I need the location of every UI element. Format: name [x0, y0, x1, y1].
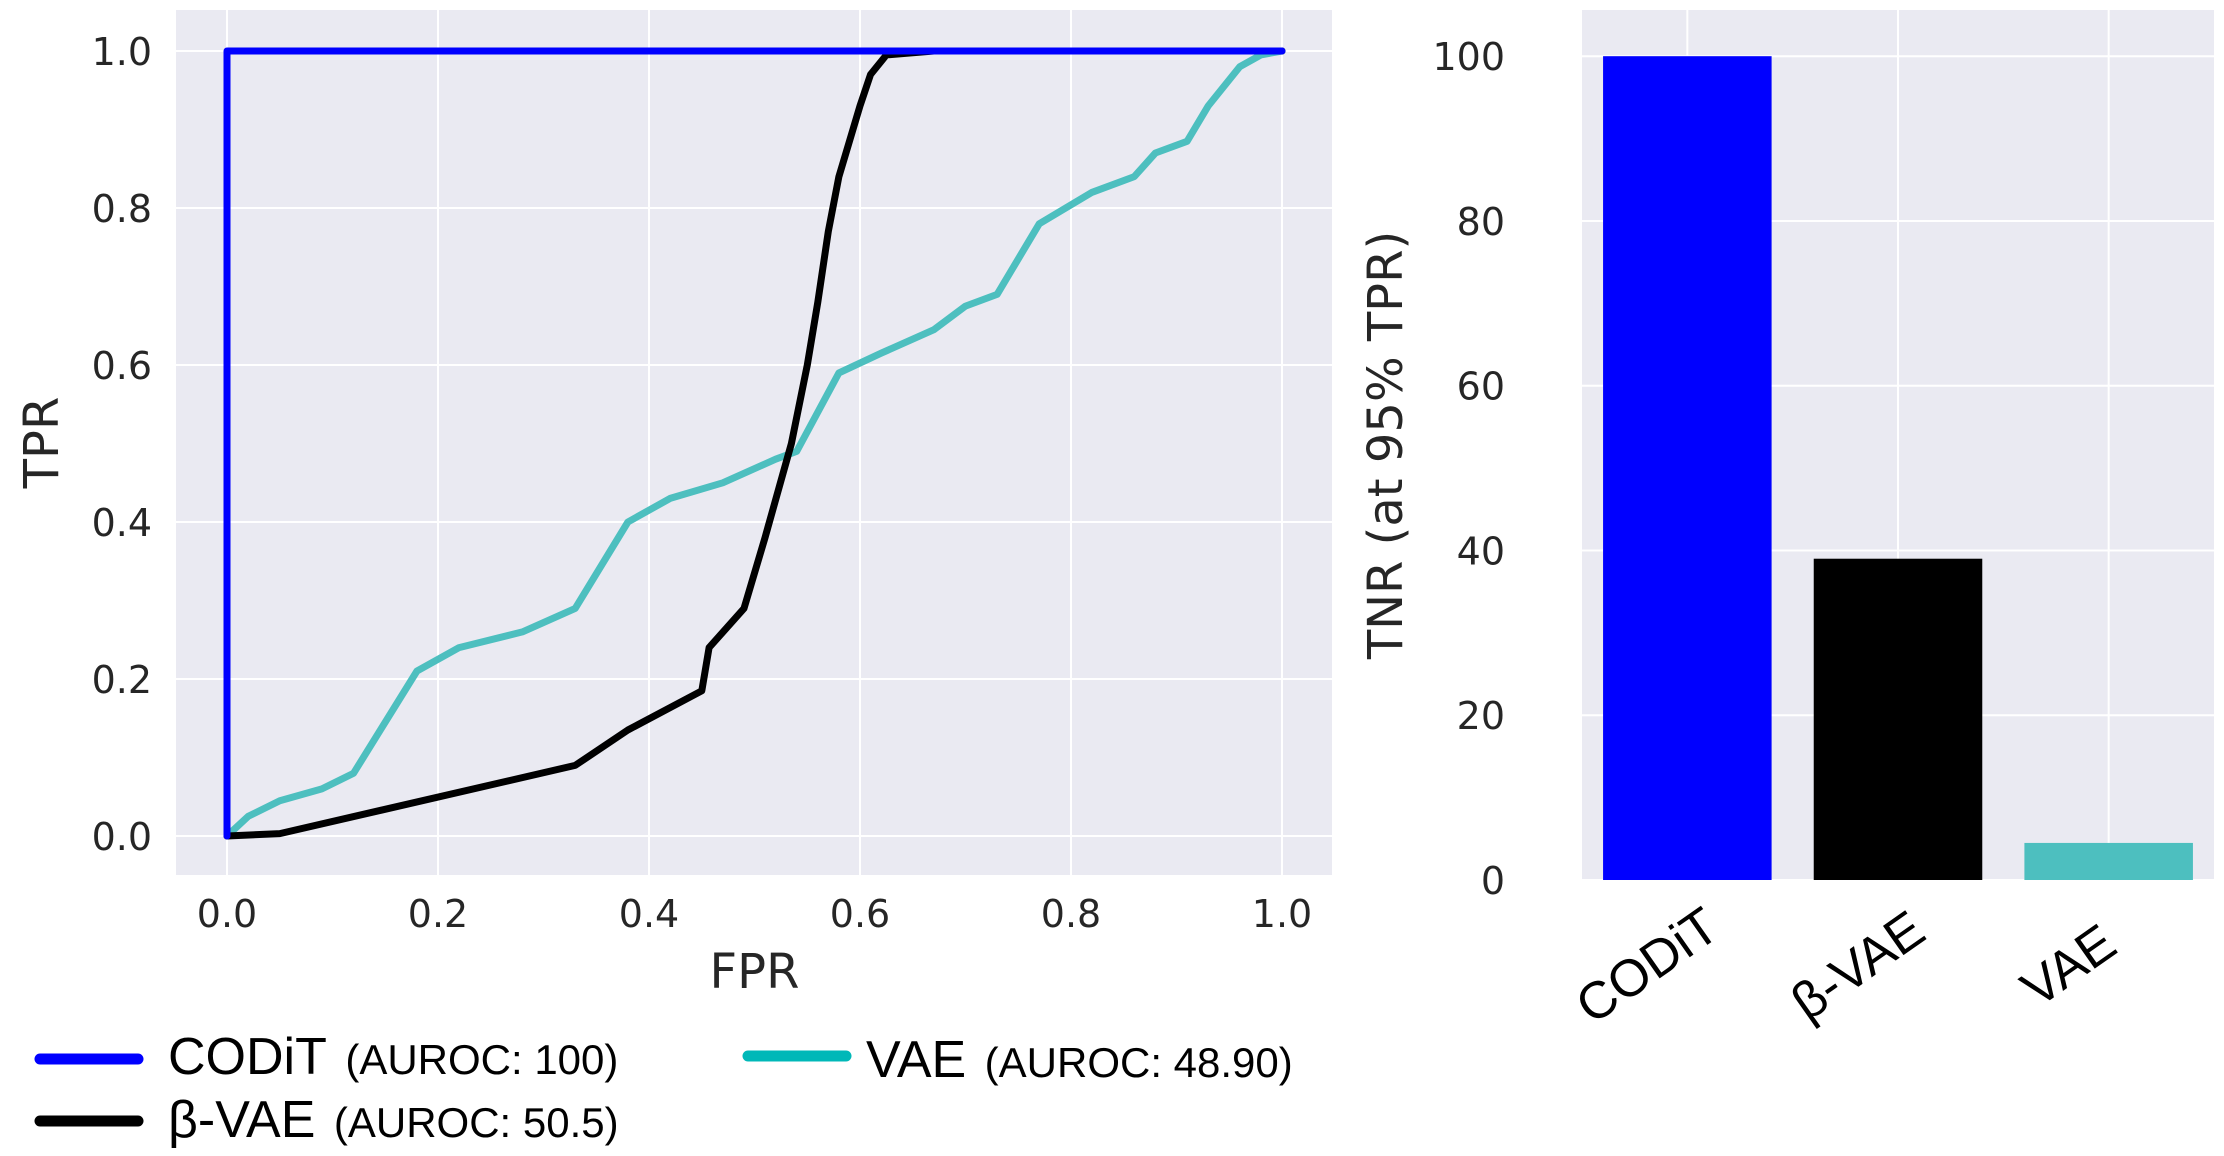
roc-y-tick-label: 0.4 [92, 501, 152, 545]
bar-chart: CODiT β-VAE VAE 0 20 40 60 80 100 TNR (at 95% T… [1358, 10, 2214, 1035]
legend-item-codit: CODiT (AUROC: 100) [34, 1028, 618, 1086]
roc-y-axis-label: TPR [14, 397, 70, 490]
bar-beta-vae [1813, 558, 1983, 880]
roc-plot-background [176, 10, 1332, 875]
roc-line-vae [223, 47, 1286, 840]
roc-x-tick-label: 0.2 [408, 892, 468, 936]
legend: CODiT (AUROC: 100) β-VAE (AUROC: 50.5) V… [34, 1028, 1293, 1149]
bar-codit [1603, 56, 1772, 880]
bar-y-tick-label: 60 [1457, 365, 1505, 409]
bar-category-labels: CODiT β-VAE VAE [1566, 897, 2127, 1036]
roc-line-codit [223, 47, 1286, 840]
legend-item-beta-vae: β-VAE (AUROC: 50.5) [34, 1091, 619, 1149]
roc-chart: 0.0 0.2 0.4 0.6 0.8 1.0 0.0 0.2 0.4 0.6 0.8 1.0 FP… [14, 10, 1332, 1000]
roc-y-tick-label: 0.0 [92, 815, 152, 859]
legend-note-vae: (AUROC: 48.90) [985, 1039, 1293, 1086]
bar-y-tick-label: 20 [1457, 694, 1505, 738]
roc-y-tick-labels: 0.0 0.2 0.4 0.6 0.8 1.0 [92, 30, 152, 859]
bar-y-tick-label: 40 [1457, 529, 1505, 573]
legend-name-codit: CODiT [168, 1028, 327, 1086]
roc-x-tick-label: 0.8 [1041, 892, 1101, 936]
bar-category-label: VAE [2011, 914, 2126, 1019]
bar-y-axis-label: TNR (at 95% TPR) [1358, 231, 1414, 660]
legend-note-codit: (AUROC: 100) [345, 1036, 618, 1083]
svg-text:CODiT (AUROC: 100): CODiT (AUROC: 100) [168, 1028, 618, 1086]
roc-x-tick-labels: 0.0 0.2 0.4 0.6 0.8 1.0 [197, 892, 1312, 936]
roc-x-tick-label: 0.4 [619, 892, 679, 936]
legend-note-beta-vae: (AUROC: 50.5) [334, 1099, 619, 1146]
legend-name-vae: VAE [866, 1031, 966, 1089]
svg-text:β-VAE (AUROC: 50.5): β-VAE (AUROC: 50.5) [168, 1091, 619, 1149]
roc-x-axis-label: FPR [710, 944, 800, 1000]
bar-category-label: CODiT [1566, 897, 1729, 1036]
roc-y-tick-label: 0.8 [92, 187, 152, 231]
legend-name-beta-vae: β-VAE [168, 1091, 315, 1149]
bar-vae [2024, 842, 2193, 880]
bar-y-tick-label: 0 [1481, 859, 1505, 903]
roc-y-tick-label: 0.2 [92, 658, 152, 702]
roc-x-tick-label: 0.6 [830, 892, 890, 936]
roc-series-lines [223, 47, 1286, 840]
bar-y-tick-label: 100 [1432, 35, 1505, 79]
legend-item-vae: VAE (AUROC: 48.90) [742, 1031, 1293, 1089]
roc-y-tick-label: 0.6 [92, 344, 152, 388]
svg-text:VAE (AUROC: 48.90): VAE (AUROC: 48.90) [866, 1031, 1293, 1089]
roc-y-tick-label: 1.0 [92, 30, 152, 74]
roc-x-tick-label: 0.0 [197, 892, 257, 936]
bar-y-tick-labels: 0 20 40 60 80 100 [1432, 35, 1505, 903]
bar-series-bars [1603, 56, 2193, 880]
bar-category-label: β-VAE [1781, 900, 1935, 1032]
bar-y-tick-label: 80 [1457, 200, 1505, 244]
roc-x-tick-label: 1.0 [1252, 892, 1312, 936]
roc-line-beta-vae [223, 47, 1286, 840]
